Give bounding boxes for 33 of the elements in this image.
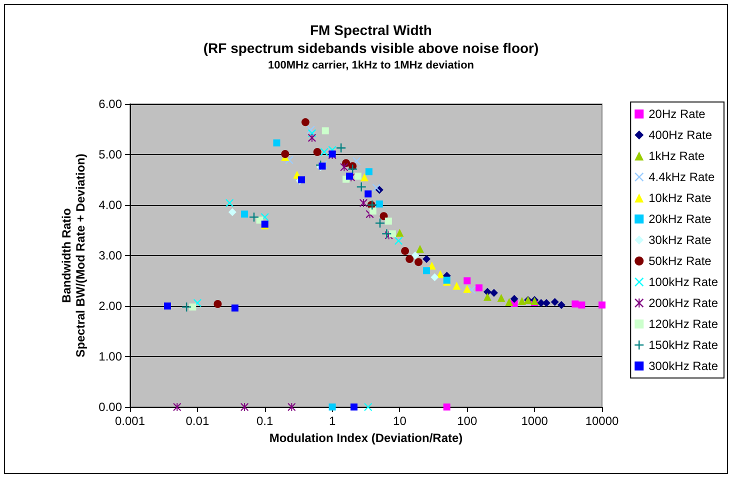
chart-subtitle: (RF spectrum sidebands visible above noise floor) — [203, 40, 539, 56]
x-tick-label: 1000 — [521, 414, 548, 428]
y-tick-label: 6.00 — [98, 97, 122, 111]
legend-label: 20kHz Rate — [648, 212, 712, 226]
x-tick-label: 1 — [328, 414, 336, 428]
y-tick-label: 0.00 — [98, 400, 122, 414]
y-tick-label: 5.00 — [98, 148, 122, 162]
x-axis-title: Modulation Index (Deviation/Rate) — [269, 430, 463, 445]
y-tick-label: 3.00 — [98, 248, 122, 262]
legend-label: 4.4kHz Rate — [648, 170, 715, 184]
legend-label: 50kHz Rate — [648, 254, 712, 268]
x-tick-label: 0.01 — [186, 414, 210, 428]
x-tick-label: 10000 — [585, 414, 620, 428]
y-axis-title: Bandwidth Ratio Spectral BW/(Mod Rate + Deviation) — [60, 154, 88, 358]
legend-label: 20Hz Rate — [648, 107, 706, 121]
chart-title: FM Spectral Width — [310, 22, 432, 38]
text: 100MHz carrier, 1kHz to 1MHz deviation — [268, 60, 474, 72]
legend-label: 10kHz Rate — [648, 191, 712, 205]
legend-label: 120kHz Rate — [648, 317, 718, 331]
y-tick-label: 2.00 — [98, 299, 122, 313]
x-tick-label: 100 — [457, 414, 478, 428]
legend-label: 200kHz Rate — [648, 296, 718, 310]
y-tick-label: 4.00 — [98, 198, 122, 212]
y-tick-label: 1.00 — [98, 350, 122, 364]
x-tick-label: 10 — [393, 414, 407, 428]
legend-label: 400Hz Rate — [648, 128, 712, 142]
legend-label: 1kHz Rate — [648, 149, 705, 163]
legend-label: 100kHz Rate — [648, 275, 718, 289]
x-tick-label: 0.001 — [114, 414, 146, 428]
legend-label: 30kHz Rate — [648, 233, 712, 247]
legend-label: 150kHz Rate — [648, 338, 718, 352]
x-tick-label: 0.1 — [256, 414, 274, 428]
legend-label: 300kHz Rate — [648, 359, 718, 373]
